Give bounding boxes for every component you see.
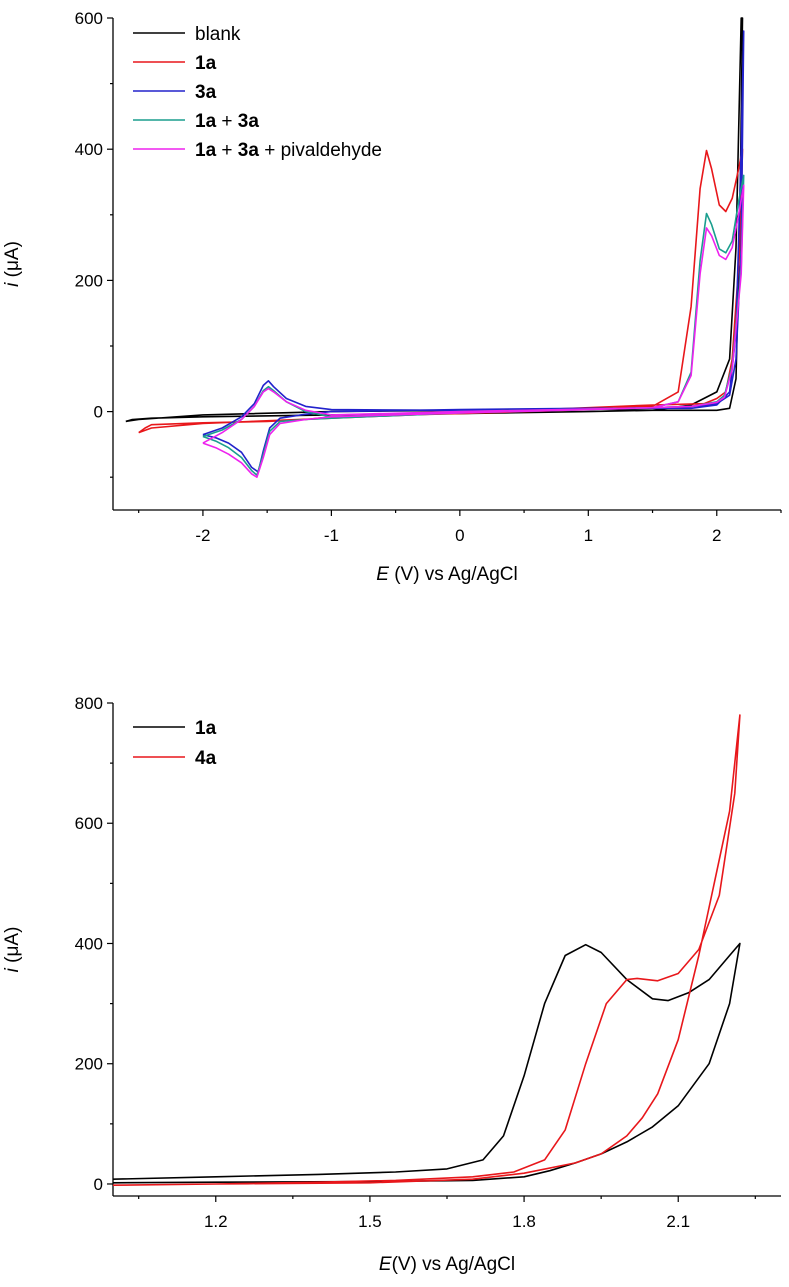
y-tick-label: 200 [75,271,103,290]
series-line-2 [112,714,741,1186]
legend-label-part: + pivaldehyde [259,140,382,161]
series-line-1 [112,942,741,1184]
series-line-4 [202,174,745,477]
y-tick-label: 200 [75,1055,103,1074]
x-tick-label: 1.8 [512,1212,536,1231]
legend-label-3: 3a [195,82,217,103]
x-tick-label: 0 [455,526,464,545]
y-tick-label: 0 [94,403,103,422]
y-axis-label: i (μA) [2,241,23,287]
y-tick-label: 400 [75,140,103,159]
plot-area [125,17,745,479]
legend-label-part: 1a [195,53,217,74]
x-axis-label-var: E [379,1254,392,1275]
legend-label-part: 3a [195,82,217,103]
y-axis-label: i (μA) [2,927,23,973]
x-axis-label-rest: (V) vs Ag/AgCl [389,564,518,585]
y-axis-label-rest: (μA) [2,927,23,969]
y-axis-label-var: i [2,282,23,287]
y-tick-label: 0 [94,1175,103,1194]
y-tick-label: 400 [75,934,103,953]
legend-label-part: blank [195,24,241,45]
series-line-3 [202,30,745,473]
x-tick-label: 1 [584,526,593,545]
y-tick-label: 800 [75,694,103,713]
x-tick-label: 2.1 [666,1212,690,1231]
legend-label-1: blank [195,24,241,45]
legend-label-4: 1a + 3a [195,111,259,132]
x-tick-label: -1 [324,526,339,545]
x-axis-label-var: E [376,564,389,585]
legend-label-2: 4a [195,748,217,769]
legend-label-part: 3a [238,111,260,132]
plot-area [112,714,741,1186]
y-axis-label-var: i [2,967,23,972]
x-axis-label: E (V) vs Ag/AgCl [376,564,518,585]
x-tick-label: 1.5 [358,1212,382,1231]
x-axis-label: E(V) vs Ag/AgCl [379,1254,515,1275]
legend-label-part: + [216,111,238,132]
chart-1: 0 200 400 600 -2 -1 0 1 2 E (V) vs Ag/AgCl i (μA) b… [2,9,782,585]
legend-label-part: 4a [195,748,217,769]
legend-label-part: + [216,140,238,161]
x-axis-label-rest: (V) vs Ag/AgCl [392,1254,516,1275]
y-axis-label-rest: (μA) [2,241,23,283]
series-line-5 [202,184,745,479]
x-tick-label: 1.2 [204,1212,228,1231]
x-tick-label: -2 [195,526,210,545]
legend-label-5: 1a + 3a + pivaldehyde [195,140,382,161]
legend-label-1: 1a [195,718,217,739]
legend-label-2: 1a [195,53,217,74]
legend-label-part: 1a [195,140,217,161]
y-tick-label: 600 [75,9,103,28]
legend-label-part: 3a [238,140,260,161]
legend-label-part: 1a [195,111,217,132]
series-line-2 [138,148,744,434]
x-tick-label: 2 [712,526,721,545]
series-line-1 [125,17,744,423]
legend-label-part: 1a [195,718,217,739]
y-tick-label: 600 [75,814,103,833]
chart-2: 0 200 400 600 800 1.2 1.5 1.8 2.1 E(V) vs Ag/AgCl… [2,694,781,1275]
